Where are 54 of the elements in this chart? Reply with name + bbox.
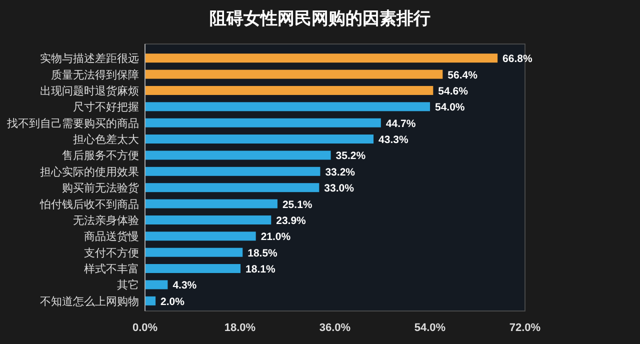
y-tick-label: 支付不方便 bbox=[84, 246, 139, 260]
data-label: 44.7% bbox=[386, 118, 416, 130]
bar bbox=[145, 134, 374, 144]
bar bbox=[145, 118, 381, 128]
data-label: 54.6% bbox=[438, 85, 469, 98]
x-tick-label: 72.0% bbox=[509, 322, 541, 334]
bar bbox=[145, 264, 241, 274]
data-label: 2.0% bbox=[160, 296, 186, 308]
y-tick-label: 担心实际的使用效果 bbox=[40, 165, 139, 178]
bar bbox=[145, 70, 443, 79]
data-label: 54.0% bbox=[435, 102, 466, 114]
data-label: 56.4% bbox=[448, 69, 478, 82]
x-tick-label: 36.0% bbox=[319, 322, 351, 334]
x-tick-label: 54.0% bbox=[414, 322, 446, 334]
y-tick-label: 样式不丰富 bbox=[84, 262, 139, 276]
data-label: 21.0% bbox=[260, 231, 292, 244]
y-tick-label: 担心色差太大 bbox=[73, 133, 139, 146]
data-label: 4.3% bbox=[172, 280, 198, 292]
data-label: 35.2% bbox=[336, 150, 366, 162]
bar bbox=[145, 54, 498, 63]
bar bbox=[145, 183, 320, 192]
y-tick-label: 其它 bbox=[117, 278, 139, 292]
x-tick-label: 18.0% bbox=[224, 322, 256, 334]
data-label: 18.5% bbox=[248, 247, 278, 260]
y-tick-label: 尺寸不好把握 bbox=[73, 100, 139, 114]
bar bbox=[145, 102, 430, 112]
chart-title: 阻碍女性网民网购的因素排行 bbox=[210, 9, 430, 28]
data-label: 66.8% bbox=[502, 53, 533, 66]
bar bbox=[145, 296, 156, 306]
x-tick-label: 0.0% bbox=[132, 322, 158, 334]
y-tick-label: 怕付钱后收不到商品 bbox=[39, 198, 139, 211]
y-tick-label: 实物与描述差距很远 bbox=[40, 52, 139, 66]
y-tick-label: 不知道怎么上网购物 bbox=[40, 294, 139, 308]
y-tick-label: 无法亲身体验 bbox=[73, 214, 139, 227]
y-tick-label: 售后服务不方便 bbox=[62, 149, 139, 162]
data-label: 33.2% bbox=[325, 166, 356, 178]
data-label: 43.3% bbox=[378, 134, 409, 146]
y-tick-label: 商品送货慢 bbox=[84, 230, 139, 244]
y-tick-label: 购买前无法验货 bbox=[62, 182, 139, 195]
data-label: 33.0% bbox=[324, 182, 355, 195]
bar bbox=[145, 150, 331, 160]
bar bbox=[145, 215, 272, 224]
bar bbox=[145, 86, 434, 95]
data-label: 18.1% bbox=[246, 264, 276, 276]
data-label: 25.1% bbox=[282, 198, 313, 211]
y-tick-label: 找不到自己需要购买的商品 bbox=[6, 116, 139, 130]
bar bbox=[145, 232, 256, 241]
bar bbox=[145, 166, 320, 176]
data-label: 23.9% bbox=[276, 214, 307, 227]
bar bbox=[145, 280, 168, 290]
bar bbox=[145, 199, 278, 208]
y-tick-label: 质量无法得到保障 bbox=[51, 68, 139, 82]
bar bbox=[145, 248, 243, 257]
y-tick-label: 出现问题时退货麻烦 bbox=[40, 84, 139, 98]
